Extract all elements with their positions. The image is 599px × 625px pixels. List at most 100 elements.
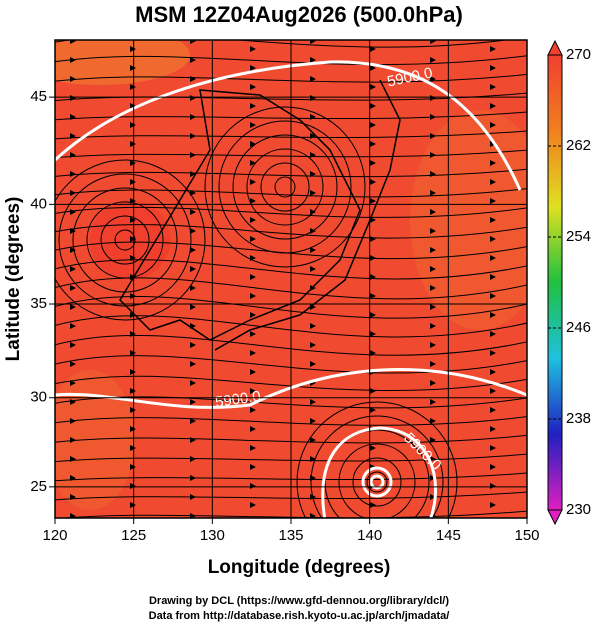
arrowhead [190,190,196,196]
arrowhead [370,388,376,394]
arrowhead [190,95,196,101]
streamline [55,434,527,444]
arrowhead [190,437,196,443]
arrowhead [130,103,136,109]
arrowhead [70,152,76,158]
arrowhead [490,198,496,204]
arrowhead [310,342,316,348]
arrowhead [490,369,496,375]
streamline [55,55,527,65]
arrowhead [130,464,136,470]
x-tick-label: 150 [514,527,539,544]
streamline [56,510,527,518]
streamline [55,92,527,102]
arrowhead [190,285,196,291]
arrowhead [430,228,436,234]
arrowhead [190,133,196,139]
streamline [274,176,296,198]
arrowhead [430,266,436,272]
streamline [55,277,527,300]
arrowhead [250,198,256,204]
arrowhead [70,380,76,386]
credit: Drawing by DCL (https://www.gfd-dennou.o… [149,595,449,607]
arrowhead [430,418,436,424]
streamline [86,201,164,279]
arrowhead [370,217,376,223]
arrowhead [130,369,136,375]
arrowhead [70,361,76,367]
contour-label: 5900.0 [214,388,262,411]
arrowhead [70,209,76,215]
arrowhead [70,285,76,291]
arrowhead [430,114,436,120]
arrowhead [490,331,496,337]
arrowhead [70,494,76,500]
arrowhead [370,84,376,90]
arrowhead [70,133,76,139]
streamline [55,416,527,426]
arrowhead [370,502,376,508]
arrowhead [430,57,436,63]
arrowhead [430,342,436,348]
arrowhead [70,304,76,310]
streamline [310,415,444,518]
warm-region [410,110,527,330]
arrowhead [430,380,436,386]
arrowhead [130,407,136,413]
streamline [55,335,527,356]
arrowhead [250,464,256,470]
arrowhead [310,171,316,177]
streamline [55,241,527,260]
arrowhead [190,456,196,462]
coastline [119,89,361,341]
field: 5900.0 5900.0 5900.0 [55,40,527,527]
arrowhead [490,483,496,489]
arrowhead [490,217,496,223]
contour [321,426,438,518]
arrowhead [190,399,196,405]
arrowhead [370,141,376,147]
streamline [55,375,527,392]
arrowhead [310,133,316,139]
x-tick-label: 145 [436,527,461,544]
arrowhead [430,437,436,443]
arrowhead [310,266,316,272]
arrowhead [70,57,76,63]
arrowhead [130,84,136,90]
arrowhead [130,141,136,147]
arrowhead [490,388,496,394]
arrowhead [490,521,496,527]
arrowhead [370,255,376,261]
arrowhead [190,304,196,310]
arrowhead [490,407,496,413]
arrowhead [370,198,376,204]
arrowhead [250,122,256,128]
arrowhead [250,141,256,147]
arrowhead [430,152,436,158]
arrowhead [430,475,436,481]
arrowhead [190,494,196,500]
arrowhead [490,255,496,261]
arrowhead [130,350,136,356]
arrowhead [370,331,376,337]
arrowhead [430,323,436,329]
arrowhead [490,65,496,71]
arrowhead [70,228,76,234]
arrowhead [310,513,316,518]
arrowhead [190,247,196,253]
streamline [55,159,206,321]
arrowhead [490,293,496,299]
y-tick-label: 30 [30,389,47,406]
arrowhead [490,350,496,356]
arrowhead [370,179,376,185]
arrowhead [310,40,316,44]
arrowhead [70,513,76,518]
arrowhead [370,103,376,109]
colorbar-tick-label: 262 [566,137,591,154]
arrowhead [250,350,256,356]
arrowhead [130,122,136,128]
arrowhead [370,350,376,356]
y-tick-label: 35 [30,295,47,312]
arrowhead [430,247,436,253]
arrowhead [430,190,436,196]
